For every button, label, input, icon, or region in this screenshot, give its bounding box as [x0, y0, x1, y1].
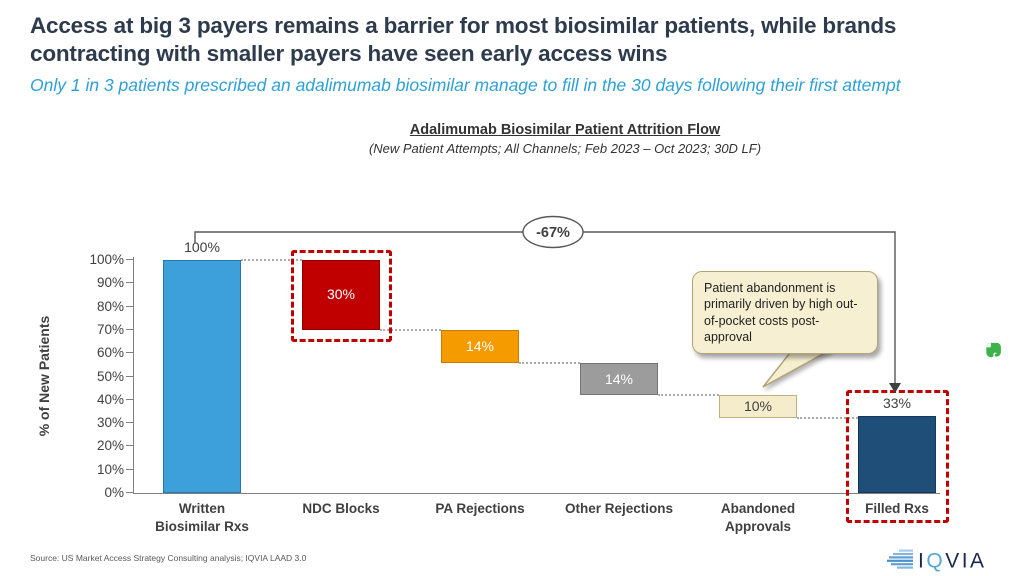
page-subtitle: Only 1 in 3 patients prescribed an adali… — [30, 74, 901, 95]
chart-title: Adalimumab Biosimilar Patient Attrition … — [409, 122, 721, 138]
bar-value-label: 14% — [604, 370, 634, 387]
bar-value-label: 100% — [184, 239, 220, 255]
category-label-abandoned-approvals: Abandoned Approvals — [720, 501, 796, 534]
source-note: Source: US Market Access Strategy Consul… — [30, 553, 307, 563]
connector — [519, 361, 580, 364]
page-title: Access at big 3 payers remains a barrier… — [30, 13, 897, 66]
y-tick-label: 80% — [96, 298, 124, 314]
y-tick-label: 30% — [96, 415, 124, 431]
y-tick-mark — [126, 468, 133, 470]
connector — [658, 394, 719, 397]
category-label-other-rejections: Other Rejections — [564, 501, 674, 516]
y-tick-mark — [126, 398, 133, 400]
y-tick-label: 40% — [96, 391, 124, 407]
y-tick-mark — [126, 352, 133, 354]
bar-value-label: 14% — [465, 337, 495, 354]
y-tick-mark — [126, 375, 133, 377]
y-tick-label: 20% — [96, 438, 124, 454]
y-tick-label: 50% — [96, 368, 124, 384]
y-tick-mark — [126, 328, 133, 330]
y-tick-label: 10% — [96, 461, 124, 477]
y-axis-label: % of New Patients — [36, 315, 52, 437]
y-tick-label: 90% — [96, 275, 124, 291]
evernote-icon[interactable] — [983, 339, 1003, 361]
category-label-pa-rejections: PA Rejections — [435, 501, 525, 516]
y-tick-mark — [126, 445, 133, 447]
y-tick-mark — [126, 259, 133, 260]
y-tick-label: 70% — [96, 321, 124, 337]
category-label-written-biosimilar-rxs: Written Biosimilar Rxs — [155, 501, 249, 534]
y-tick-label: 100% — [89, 252, 124, 267]
bar-abandoned-approvals — [719, 395, 797, 419]
y-tick-label: 60% — [96, 345, 124, 361]
x-axis-line — [133, 493, 940, 494]
bar-value-label: 10% — [743, 398, 773, 415]
category-label-ndc-blocks: NDC Blocks — [302, 501, 380, 516]
iqvia-logo: IQVIA — [887, 549, 987, 573]
category-label-filled-rxs: Filled Rxs — [865, 501, 929, 516]
highlight-box-ndc-blocks — [291, 250, 392, 342]
y-tick-mark — [126, 492, 133, 493]
y-tick-mark — [126, 282, 133, 284]
connector — [797, 417, 858, 420]
callout-bubble: Patient abandonment is primarily driven … — [692, 271, 878, 354]
bar-written-biosimilar-rxs — [163, 260, 241, 493]
chart-title-block: Adalimumab Biosimilar Patient Attrition … — [60, 122, 1024, 156]
iqvia-logo-stripes — [887, 549, 913, 569]
callout-text: Patient abandonment is primarily driven … — [704, 281, 858, 344]
chart-subtitle: (New Patient Attempts; All Channels; Feb… — [368, 141, 762, 156]
slide-header: Access at big 3 payers remains a barrier… — [30, 12, 1015, 96]
y-tick-mark — [126, 305, 133, 307]
y-tick-label: 0% — [104, 485, 124, 500]
bar-value-label: 33% — [882, 395, 912, 412]
iqvia-logo-text: IQVIA — [918, 550, 987, 573]
y-tick-mark — [126, 422, 133, 424]
bar-filled-rxs — [858, 416, 936, 493]
y-axis-line — [133, 257, 134, 493]
